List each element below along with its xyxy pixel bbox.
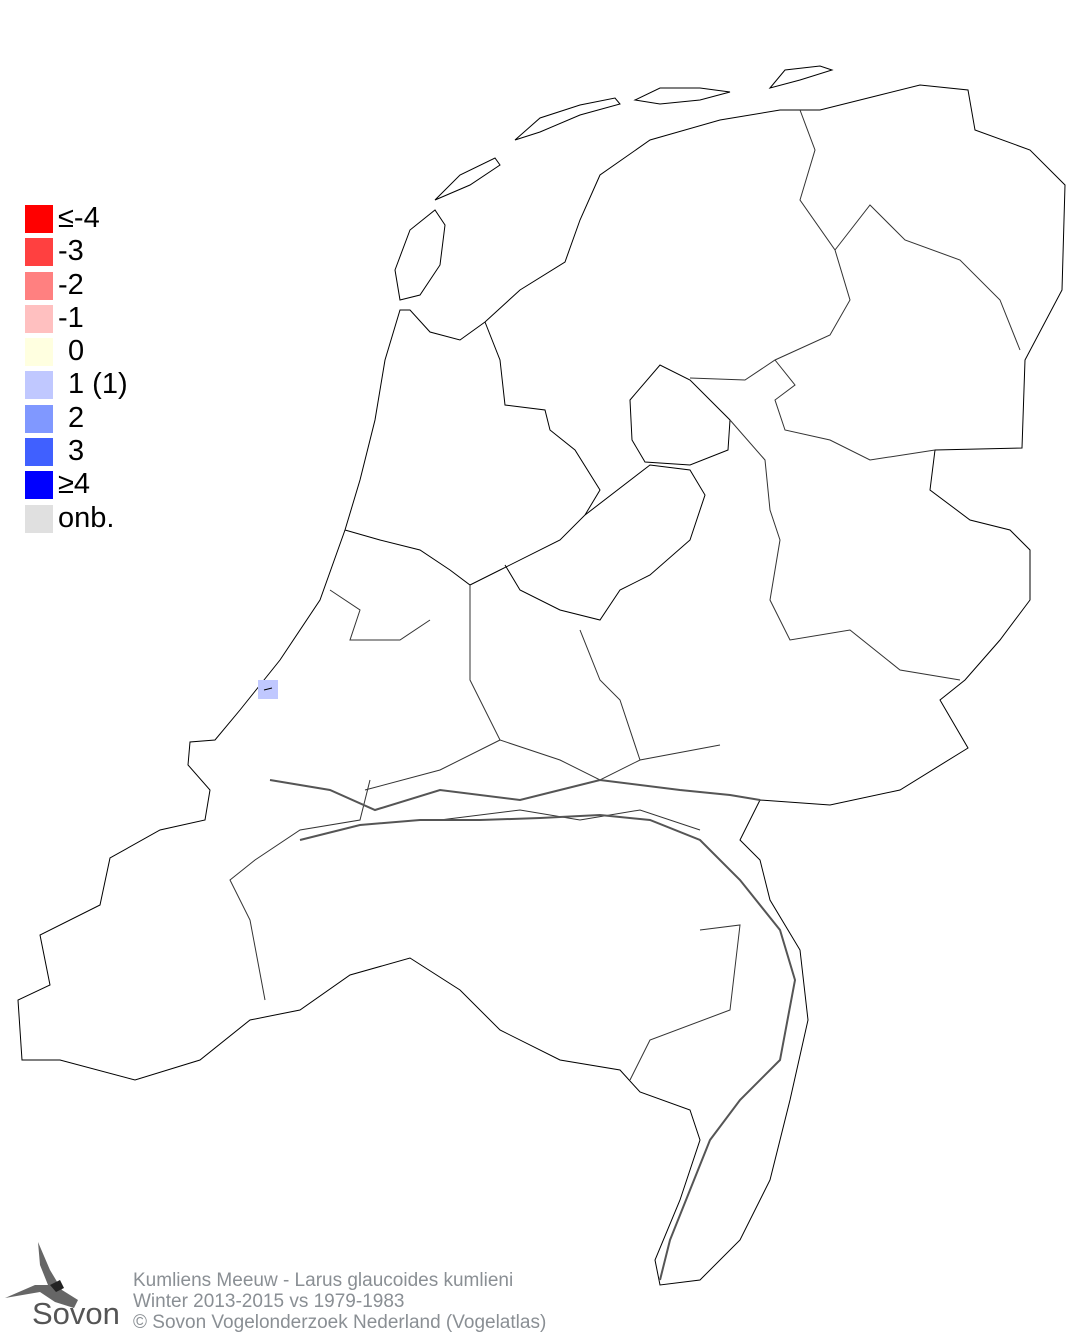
schiermonnikoog-island xyxy=(768,65,834,89)
legend-swatch xyxy=(25,271,53,300)
vlieland-island xyxy=(434,157,501,201)
grid-cell-mark xyxy=(263,687,273,691)
terschelling-island xyxy=(514,97,621,141)
texel-island xyxy=(394,209,446,301)
sovon-logo-text: Sovon xyxy=(32,1296,120,1331)
legend-label: ≤-4 xyxy=(58,202,100,234)
legend-label: -1 xyxy=(58,301,84,334)
legend-label: -2 xyxy=(58,268,84,301)
ameland-island xyxy=(633,87,731,105)
legend-swatch xyxy=(25,504,53,533)
legend-label: 2 xyxy=(68,401,85,434)
legend-swatch xyxy=(25,205,53,233)
flevoland xyxy=(504,464,706,621)
legend-swatch xyxy=(25,471,53,500)
legend-label: 1 (1) xyxy=(68,368,128,401)
legend-label: -3 xyxy=(58,235,84,268)
legend-swatch xyxy=(25,304,53,333)
mainland-outline xyxy=(17,84,1066,1286)
legend-swatch xyxy=(25,238,53,267)
noordoostpolder xyxy=(629,364,731,466)
period-comparison: Winter 2013-2015 vs 1979-1983 xyxy=(133,1291,405,1312)
species-name: Kumliens Meeuw - Larus glaucoides kumlie… xyxy=(133,1270,514,1291)
legend-label: 0 xyxy=(68,335,85,368)
rivers xyxy=(269,778,797,1281)
ijsselmeer-shore xyxy=(344,321,601,586)
province-borders xyxy=(229,109,1021,1081)
sovon-swallow-logo-icon xyxy=(5,1242,78,1308)
copyright: © Sovon Vogelonderzoek Nederland (Vogela… xyxy=(133,1312,547,1333)
legend-label: ≥4 xyxy=(58,468,91,501)
legend-swatch xyxy=(25,404,53,433)
legend-swatch xyxy=(25,371,53,400)
map-caption: Kumliens Meeuw - Larus glaucoides kumlie… xyxy=(133,1270,546,1333)
legend-label: 3 xyxy=(68,435,85,468)
legend-swatch xyxy=(25,338,53,367)
legend-label: onb. xyxy=(58,501,115,534)
legend-swatch xyxy=(25,438,53,467)
